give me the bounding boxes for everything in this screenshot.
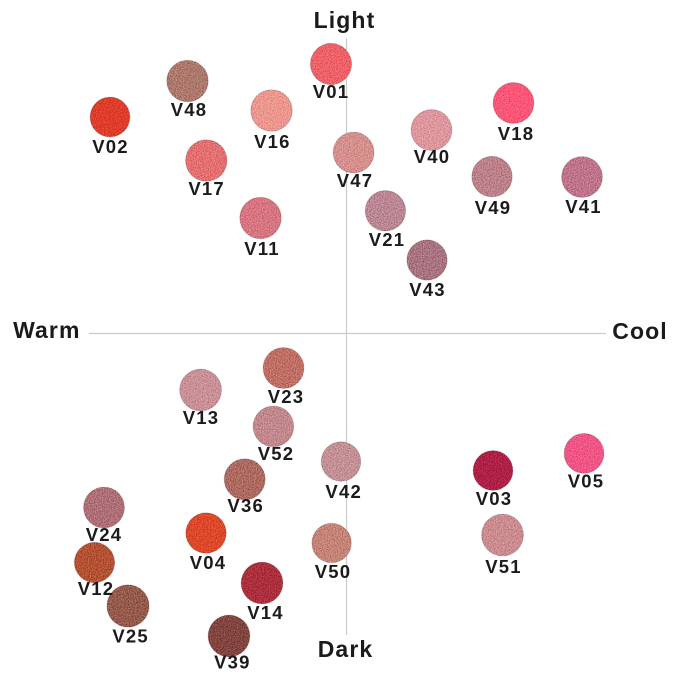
svg-text:V02: V02 — [92, 136, 129, 157]
svg-text:V39: V39 — [214, 652, 251, 673]
svg-text:V01: V01 — [313, 81, 350, 102]
svg-text:V05: V05 — [568, 471, 605, 492]
svg-text:V40: V40 — [414, 146, 451, 167]
svg-text:V41: V41 — [565, 196, 602, 217]
svg-text:V12: V12 — [78, 578, 115, 599]
svg-text:V43: V43 — [409, 279, 446, 300]
svg-text:V48: V48 — [171, 99, 208, 120]
svg-text:V17: V17 — [188, 178, 225, 199]
svg-text:V49: V49 — [475, 197, 512, 218]
svg-text:V25: V25 — [112, 626, 149, 647]
svg-text:Warm: Warm — [13, 317, 80, 343]
svg-text:V23: V23 — [268, 386, 305, 407]
svg-text:V21: V21 — [369, 229, 406, 250]
svg-text:V04: V04 — [190, 552, 227, 573]
svg-text:V16: V16 — [254, 131, 291, 152]
svg-text:V24: V24 — [86, 524, 123, 545]
svg-text:V03: V03 — [476, 488, 513, 509]
svg-text:V42: V42 — [325, 481, 362, 502]
svg-text:V14: V14 — [247, 602, 284, 623]
svg-text:V51: V51 — [485, 556, 522, 577]
svg-text:V13: V13 — [183, 407, 220, 428]
svg-text:V18: V18 — [498, 123, 535, 144]
svg-text:Cool: Cool — [612, 318, 668, 344]
svg-text:V50: V50 — [315, 561, 352, 582]
svg-text:V36: V36 — [227, 495, 264, 516]
svg-text:Dark: Dark — [318, 636, 374, 662]
svg-text:V11: V11 — [244, 238, 280, 259]
svg-text:V52: V52 — [258, 443, 295, 464]
svg-text:V47: V47 — [337, 170, 374, 191]
svg-text:Light: Light — [314, 7, 376, 33]
